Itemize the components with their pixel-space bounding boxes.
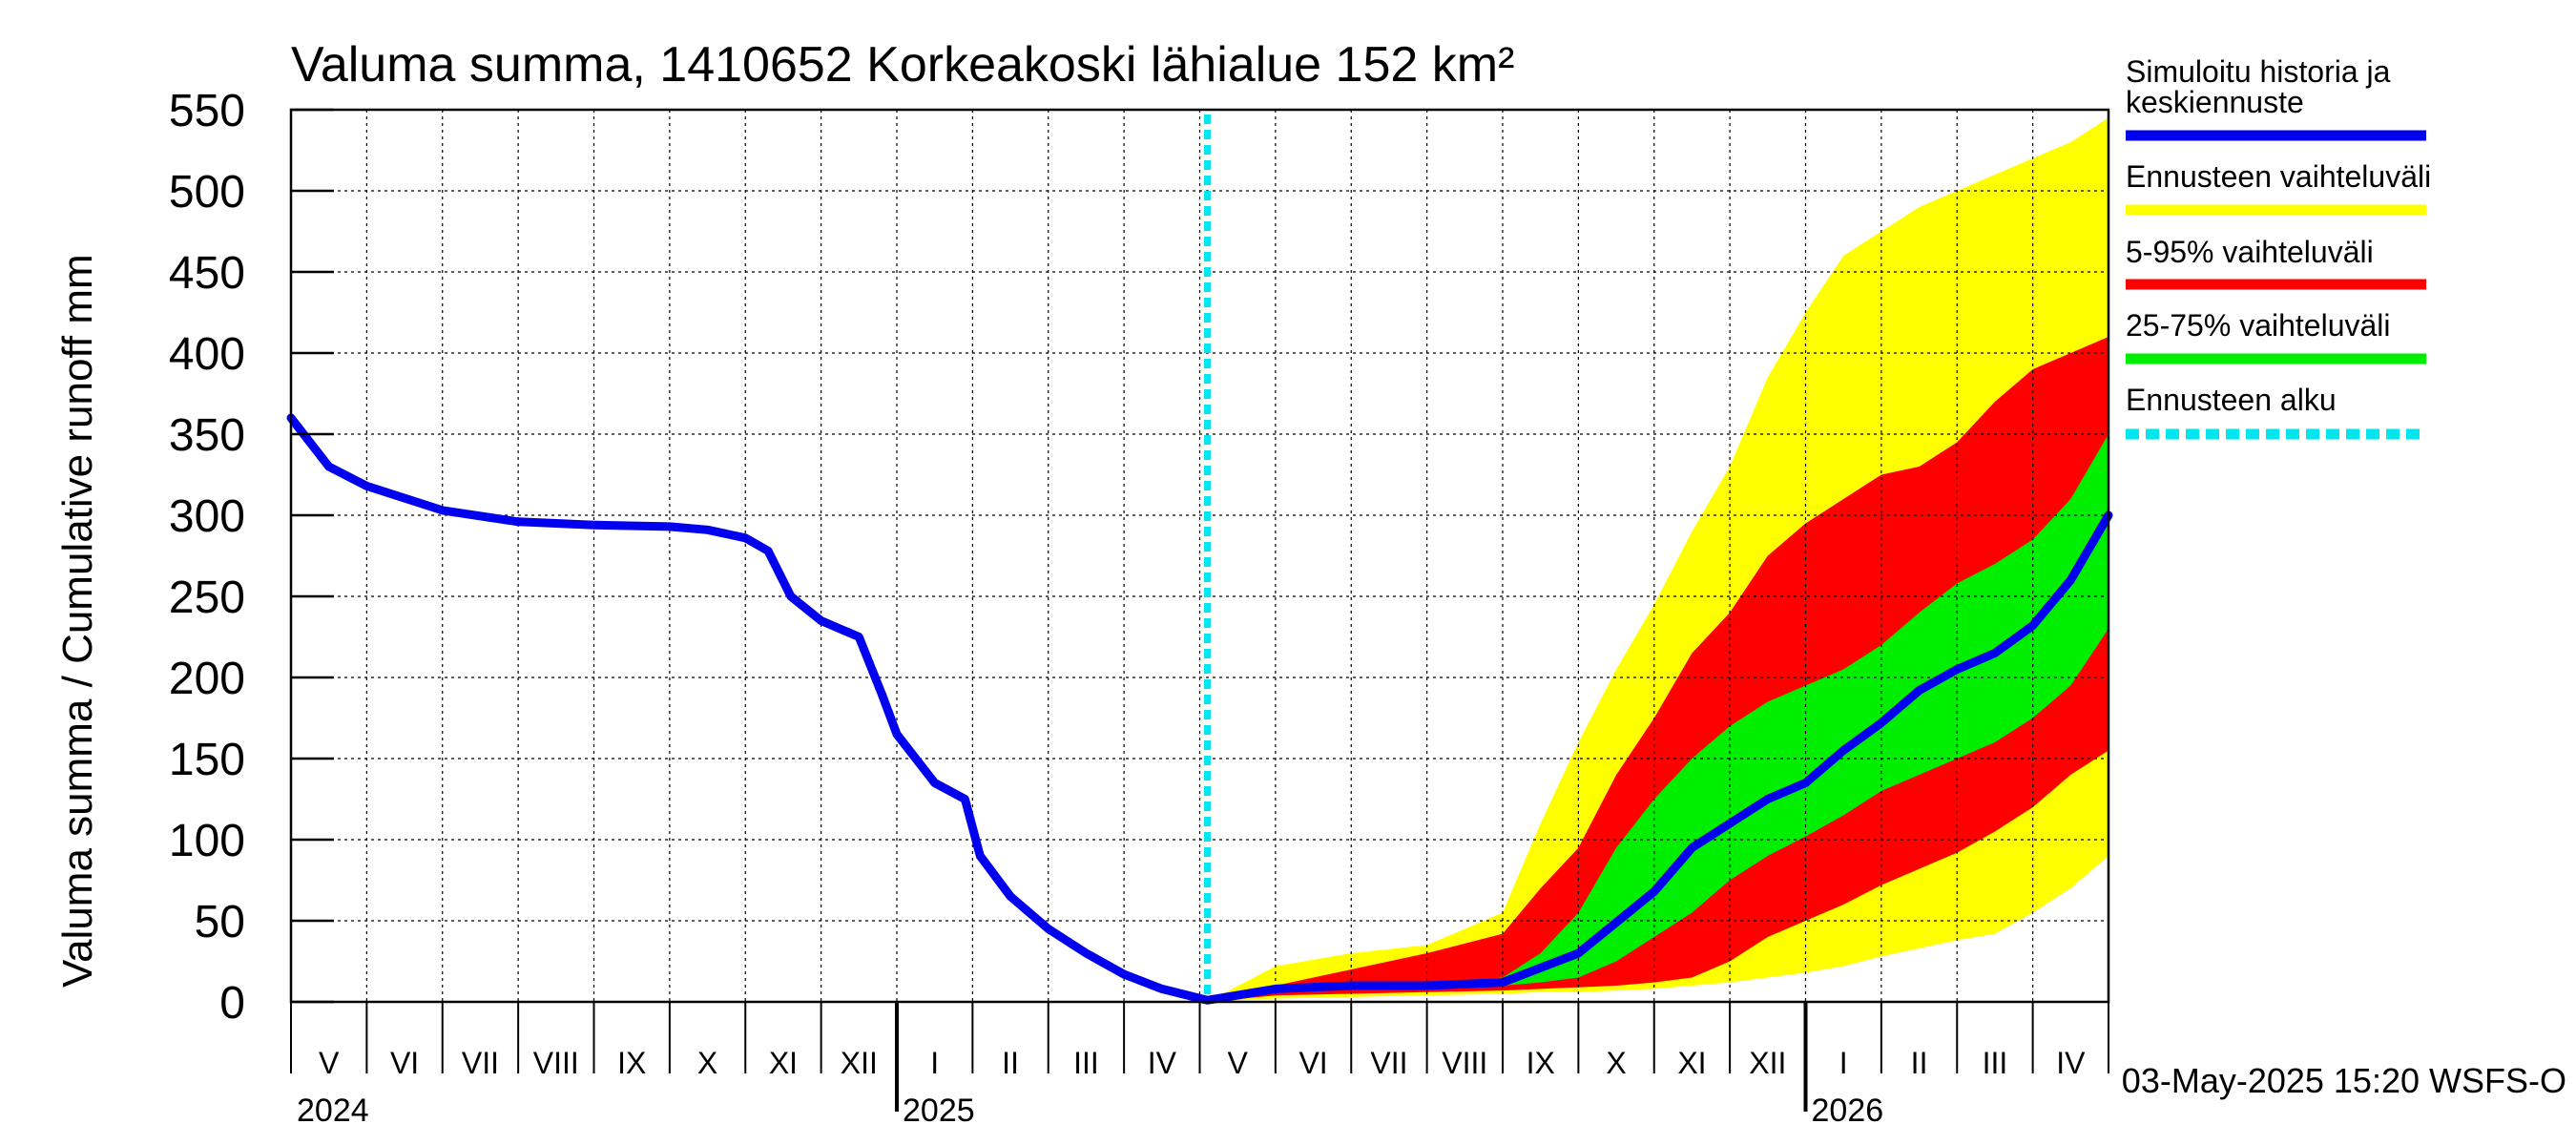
month-label: XI — [1677, 1046, 1706, 1080]
month-label: IX — [617, 1046, 646, 1080]
legend-label: 5-95% vaihteluväli — [2126, 235, 2374, 269]
y-tick-label: 450 — [169, 248, 245, 299]
legend-label: Ennusteen vaihteluväli — [2126, 159, 2431, 194]
month-label: XII — [841, 1046, 878, 1080]
month-label: II — [1911, 1046, 1928, 1080]
year-label: 2025 — [903, 1093, 975, 1129]
month-label: VIII — [1442, 1046, 1487, 1080]
y-tick-label: 400 — [169, 329, 245, 380]
year-label: 2026 — [1812, 1093, 1884, 1129]
month-label: V — [319, 1046, 340, 1080]
month-label: XII — [1749, 1046, 1786, 1080]
chart-title: Valuma summa, 1410652 Korkeakoski lähial… — [291, 37, 1514, 93]
legend-label: Ennusteen alku — [2126, 383, 2337, 417]
footer-timestamp: 03-May-2025 15:20 WSFS-O — [2122, 1061, 2566, 1100]
month-label: VII — [1370, 1046, 1407, 1080]
y-tick-label: 300 — [169, 491, 245, 542]
month-label: IX — [1527, 1046, 1555, 1080]
month-label: I — [1839, 1046, 1848, 1080]
month-label: I — [930, 1046, 939, 1080]
y-tick-label: 200 — [169, 654, 245, 704]
legend-label: 25-75% vaihteluväli — [2126, 308, 2391, 343]
month-label: IV — [1148, 1046, 1177, 1080]
year-label: 2024 — [297, 1093, 369, 1129]
month-label: XI — [769, 1046, 798, 1080]
month-label: VI — [390, 1046, 419, 1080]
month-label: IV — [2056, 1046, 2086, 1080]
month-label: VIII — [533, 1046, 579, 1080]
series-line-0 — [286, 413, 2113, 1005]
month-label: III — [1983, 1046, 2008, 1080]
month-label: III — [1073, 1046, 1099, 1080]
month-label: VII — [462, 1046, 499, 1080]
y-tick-label: 550 — [169, 86, 245, 136]
y-axis-label: Valuma summa / Cumulative runoff mm — [54, 254, 101, 988]
y-tick-label: 0 — [219, 978, 245, 1029]
month-label: V — [1228, 1046, 1249, 1080]
y-tick-label: 150 — [169, 735, 245, 785]
series — [286, 114, 2113, 1005]
legend: Simuloitu historia ja keskiennuste Ennuste… — [2126, 54, 2431, 440]
y-tick-label: 350 — [169, 410, 245, 461]
y-tick-label: 100 — [169, 816, 245, 866]
y-tick-label: 250 — [169, 572, 245, 623]
month-label: X — [1606, 1046, 1626, 1080]
month-label: X — [697, 1046, 717, 1080]
band-1 — [1207, 337, 2109, 1002]
y-tick-label: 50 — [195, 897, 245, 947]
y-tick-label: 500 — [169, 167, 245, 218]
month-label: VI — [1298, 1046, 1327, 1080]
legend-label: Simuloitu historia ja keskiennuste — [2126, 54, 2391, 119]
grid — [291, 110, 2109, 1002]
month-label: II — [1002, 1046, 1019, 1080]
